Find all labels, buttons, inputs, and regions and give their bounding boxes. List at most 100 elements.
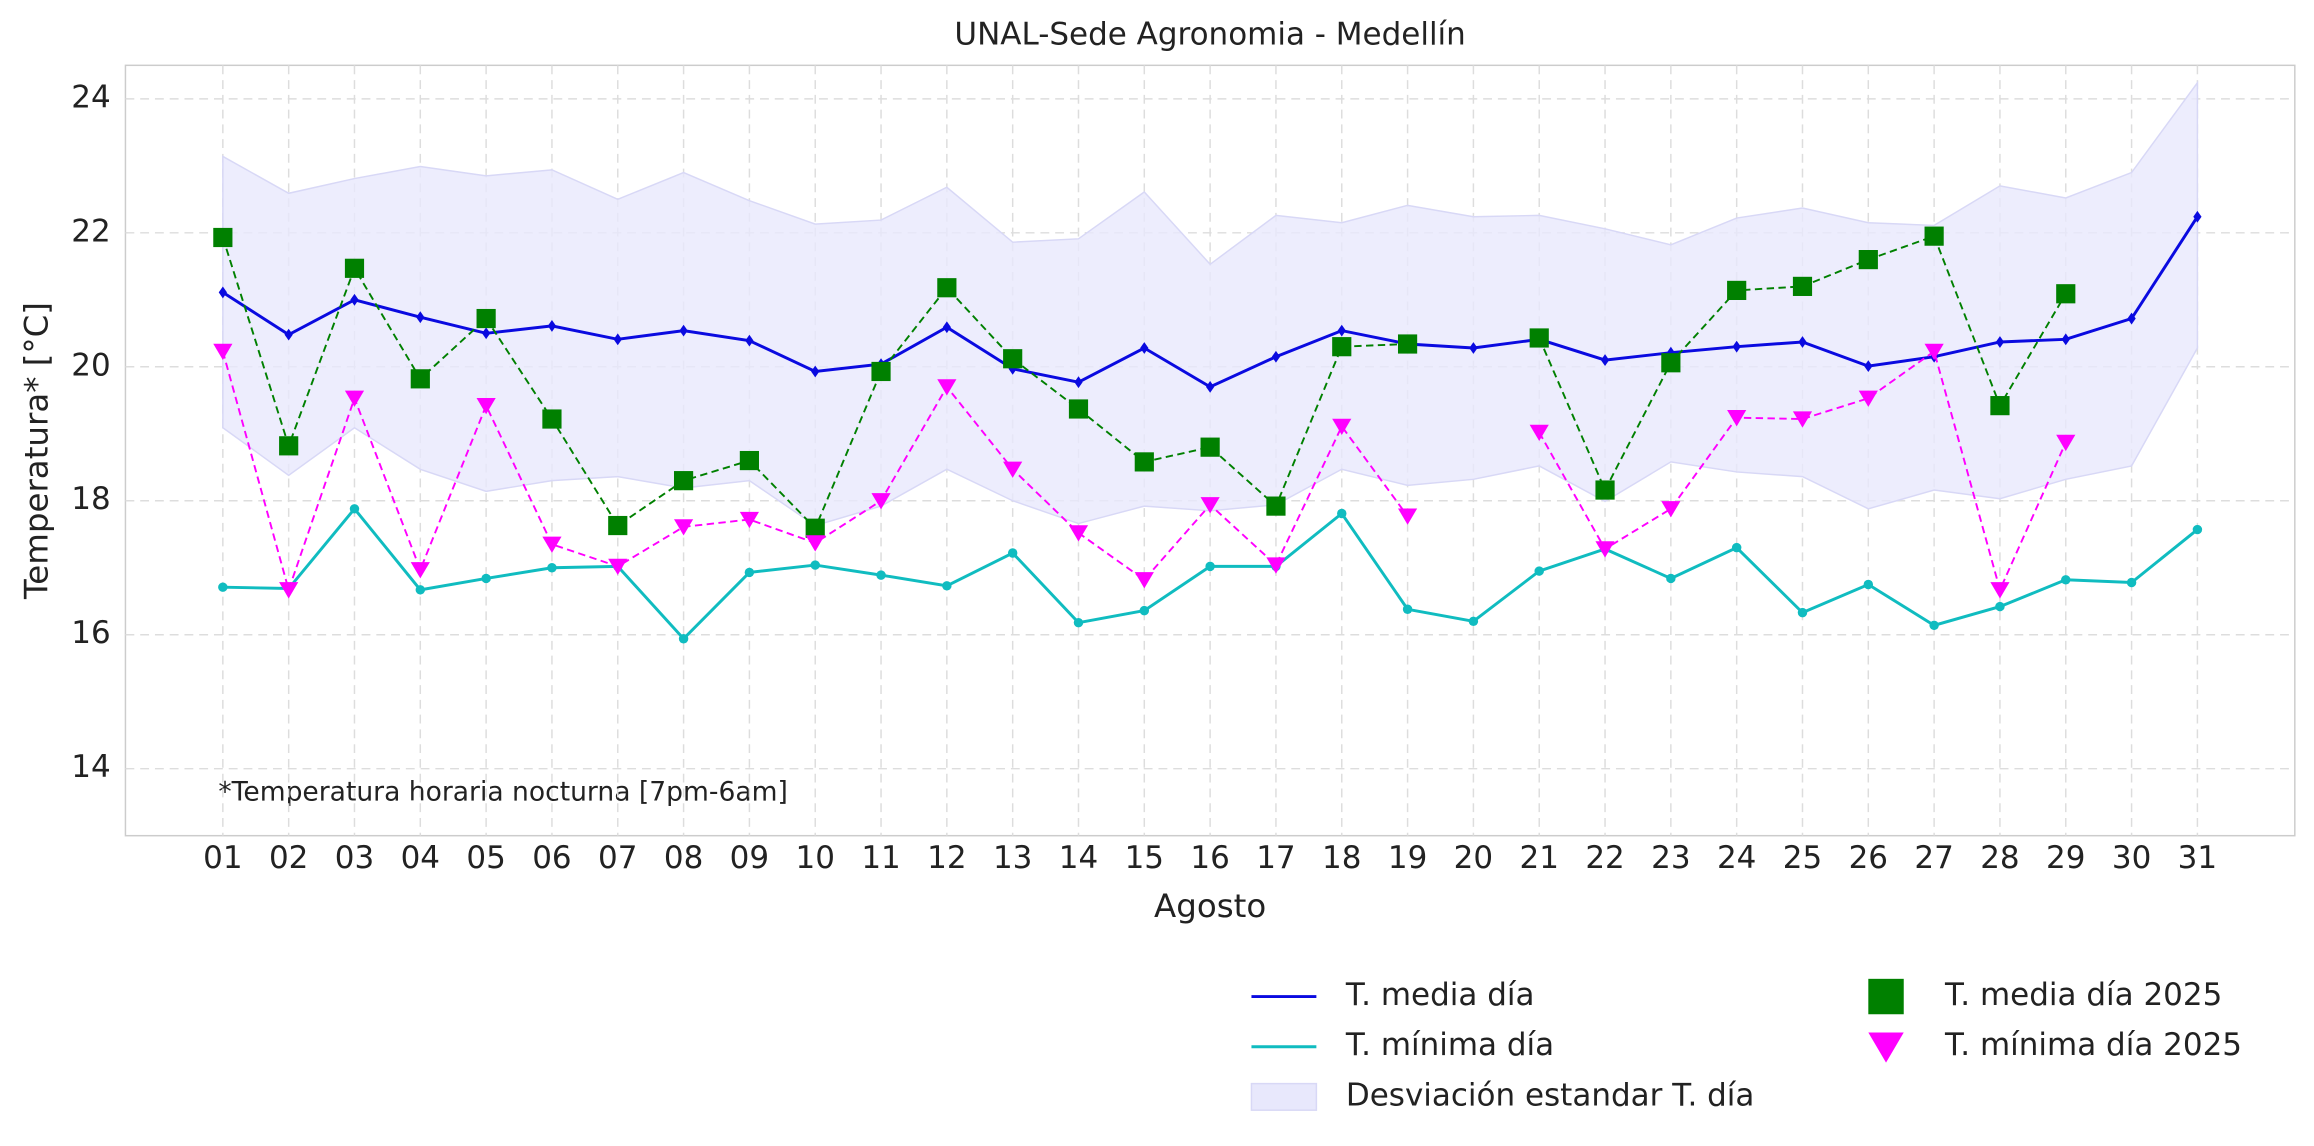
point (1007, 548, 1018, 558)
legend-label: T. mínima día 2025 (1944, 1027, 2242, 1063)
point (805, 518, 825, 538)
x-tick-label: 20 (1454, 840, 1493, 876)
point (1929, 620, 1939, 631)
point (1337, 508, 1347, 519)
point (1868, 1032, 1904, 1063)
point (344, 390, 365, 407)
x-tick-label: 15 (1125, 840, 1164, 876)
point (1666, 573, 1676, 584)
x-axis-label: Agosto (1154, 887, 1266, 925)
point (1595, 541, 1615, 558)
point (1332, 418, 1352, 436)
point (1990, 396, 2010, 416)
x-tick-label: 01 (203, 840, 242, 876)
point (1995, 601, 2005, 612)
point (1600, 354, 1610, 366)
point (1661, 353, 1681, 373)
point (416, 311, 425, 324)
point (2061, 333, 2070, 346)
series (218, 210, 2202, 393)
y-tick-label: 20 (71, 347, 110, 383)
point (213, 227, 233, 248)
point (1924, 226, 1944, 246)
point (1402, 604, 1413, 614)
point (2127, 312, 2136, 325)
point (1266, 557, 1286, 574)
point (415, 585, 426, 595)
point (1139, 605, 1150, 616)
x-tick-label: 21 (1520, 840, 1559, 876)
point (1731, 542, 1742, 553)
y-tick-label: 18 (71, 481, 110, 517)
x-tick-label: 14 (1059, 840, 1098, 876)
point (1858, 390, 1878, 407)
point (1661, 501, 1681, 518)
point (744, 567, 755, 578)
x-tick-label: 04 (401, 840, 440, 876)
y-tick-label: 24 (71, 79, 110, 115)
y-tick-label: 16 (71, 615, 110, 651)
x-tick-label: 28 (1980, 840, 2019, 876)
point (1397, 334, 1418, 354)
point (937, 278, 957, 298)
point (2192, 524, 2203, 535)
point (1858, 250, 1878, 270)
y-axis-label: Temperatura* [°C] (17, 302, 55, 600)
point (673, 471, 694, 491)
point (678, 634, 689, 644)
x-tick-label: 05 (466, 840, 505, 876)
point (1792, 276, 1813, 296)
point (1200, 497, 1220, 514)
point (1003, 461, 1023, 478)
point (1205, 380, 1215, 393)
point (739, 450, 759, 471)
point (542, 536, 562, 553)
point (279, 436, 299, 456)
point (1337, 324, 1346, 337)
x-tick-label: 09 (730, 840, 769, 876)
point (350, 293, 359, 306)
x-tick-label: 02 (269, 840, 308, 876)
x-tick-label: 30 (2112, 840, 2151, 876)
point (481, 327, 491, 340)
y-tick-label: 22 (71, 213, 110, 249)
point (1205, 561, 1215, 572)
y-tick-label: 14 (71, 749, 110, 785)
legend-label: T. media día 2025 (1944, 977, 2222, 1013)
point (811, 365, 820, 378)
x-tick-label: 17 (1256, 840, 1295, 876)
point (2061, 575, 2071, 585)
x-tick-label: 10 (795, 840, 834, 876)
std-band (222, 80, 2199, 527)
point (1332, 337, 1352, 357)
annotation: *Temperatura horaria nocturna [7pm-6am] (218, 776, 787, 807)
point (1534, 566, 1544, 576)
point (745, 334, 754, 347)
point (1863, 579, 1874, 590)
point (1397, 508, 1418, 525)
point (1864, 360, 1873, 373)
x-tick-label: 18 (1322, 840, 1361, 876)
point (1073, 617, 1084, 628)
point (613, 333, 622, 346)
point (673, 519, 694, 536)
x-tick-label: 29 (2046, 840, 2085, 876)
x-tick-label: 07 (598, 840, 637, 876)
legend-swatch (1250, 1082, 1318, 1111)
point (279, 582, 299, 599)
point (810, 560, 820, 570)
point (410, 562, 430, 579)
point (2193, 210, 2202, 223)
point (739, 511, 759, 529)
point (2126, 577, 2137, 588)
x-tick-label: 23 (1651, 840, 1690, 876)
x-tick-label: 24 (1717, 840, 1756, 876)
x-tick-label: 11 (861, 840, 900, 876)
x-tick-label: 12 (927, 840, 966, 876)
point (1200, 437, 1220, 457)
legend-label: Desviación estandar T. día (1346, 1077, 1755, 1113)
point (1468, 616, 1479, 627)
point (608, 515, 628, 536)
point (218, 582, 228, 592)
series (213, 343, 2076, 599)
